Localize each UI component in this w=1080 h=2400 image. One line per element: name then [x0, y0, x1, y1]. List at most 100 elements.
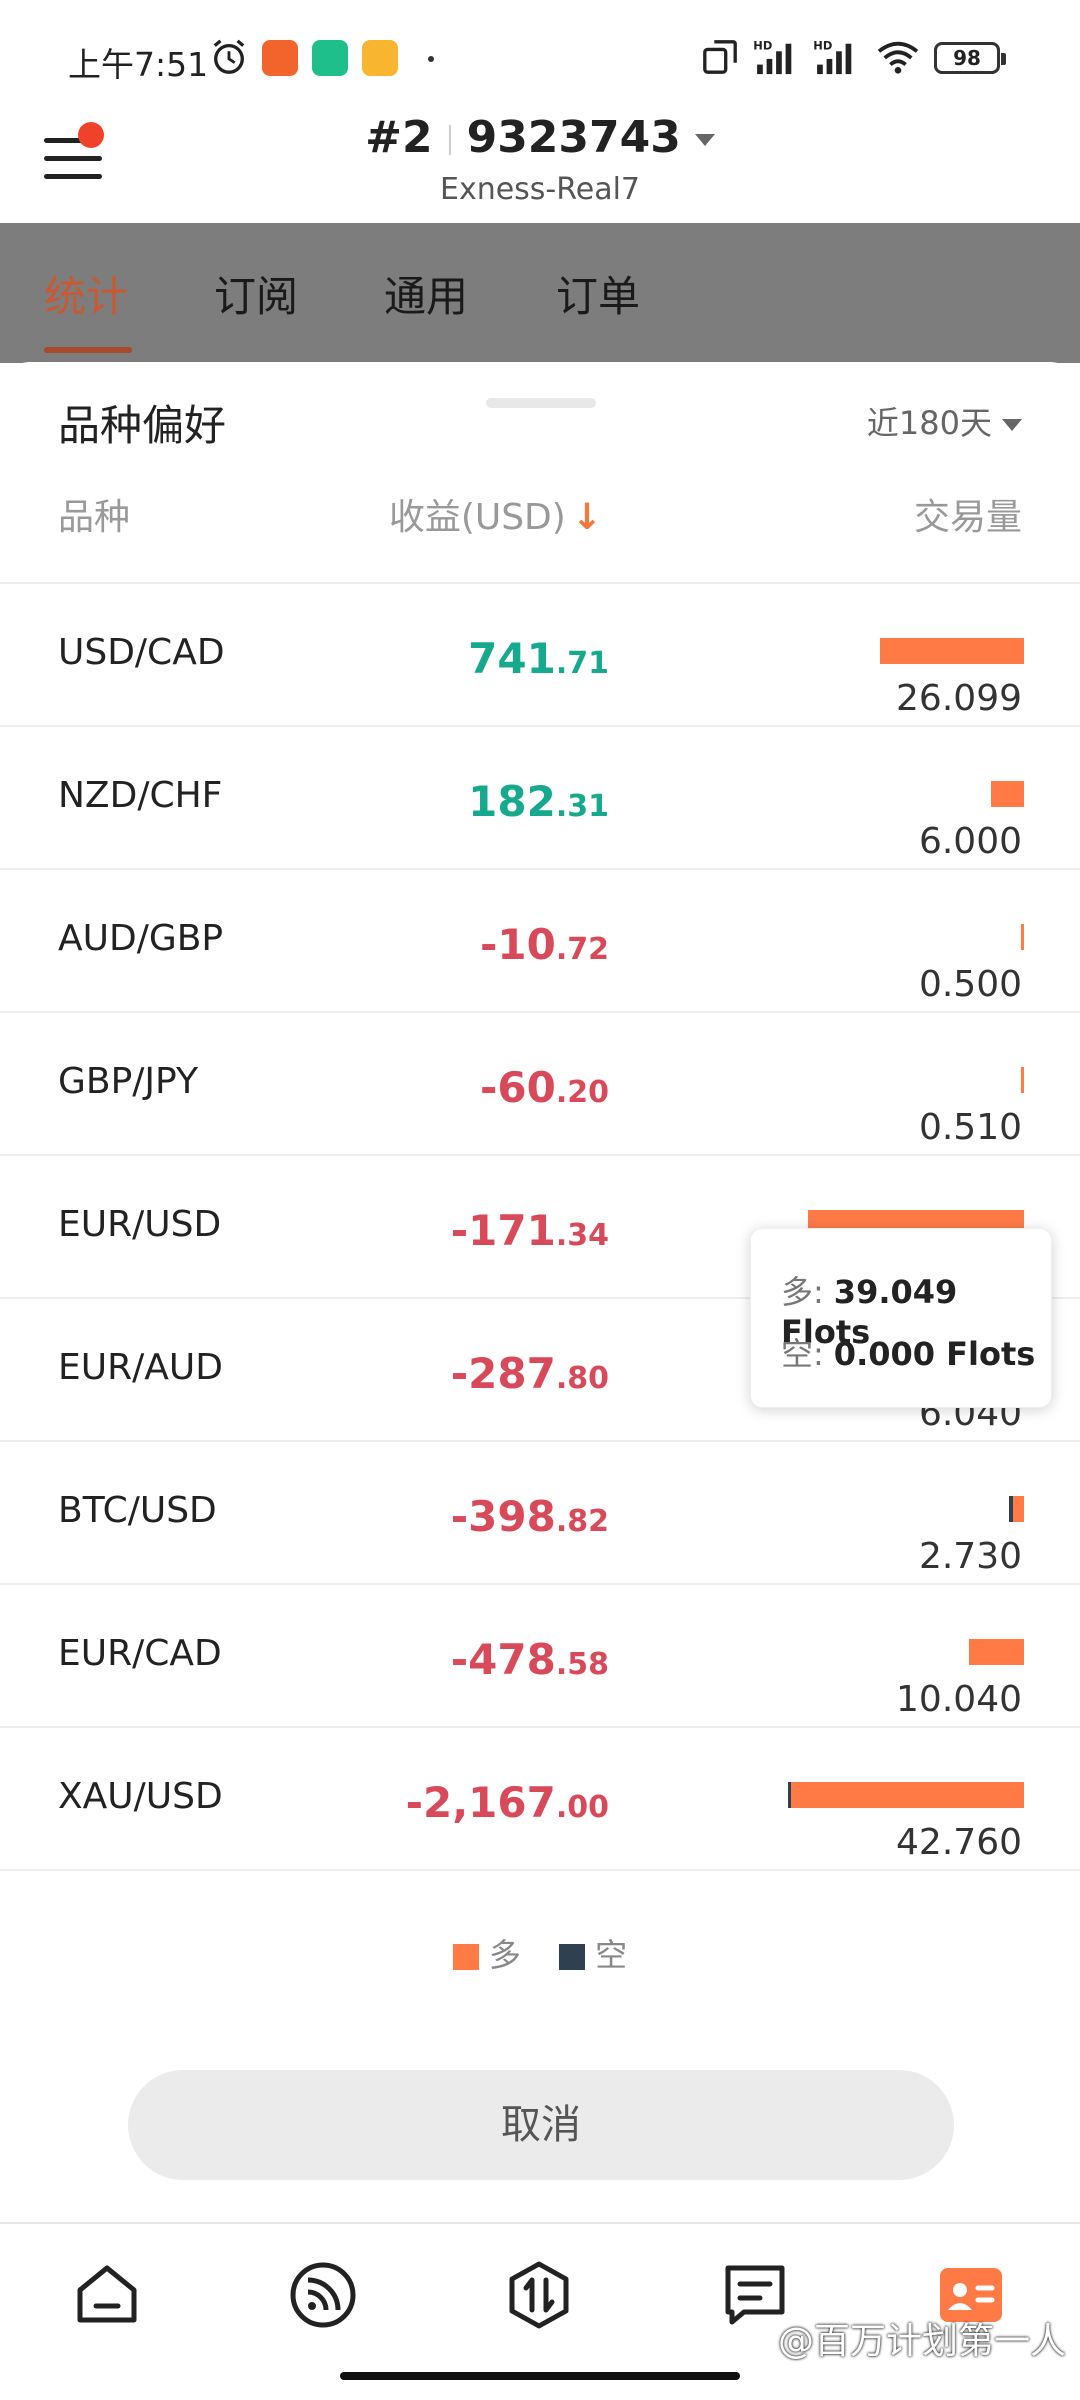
wifi-icon: [877, 41, 919, 74]
symbol-preference-sheet: 品种偏好 近180天 品种 收益(USD) ↓ 交易量 USD/CAD 741.71…: [0, 362, 1080, 2222]
cancel-button[interactable]: 取消: [128, 2070, 954, 2180]
row-profit: -478.58: [451, 1635, 609, 1684]
svg-text:HD: HD: [753, 38, 772, 52]
tab-bar: 统计 订阅 通用 订单: [0, 223, 1080, 363]
period-selector[interactable]: 近180天: [867, 398, 1022, 444]
volume-bar-long: [968, 1639, 1024, 1665]
sheet-title: 品种偏好: [58, 401, 227, 450]
table-row[interactable]: XAU/USD -2,167.00 42.760: [0, 1728, 1080, 1871]
battery-icon: 98: [934, 42, 1006, 74]
row-profit: 741.71: [468, 634, 609, 683]
bottom-navigation: @百万计划第一人: [0, 2222, 1080, 2400]
tooltip-short-label: 空:: [781, 1335, 824, 1373]
table-row[interactable]: AUD/GBP -10.72 0.500: [0, 870, 1080, 1013]
signal-hd-1-icon: HD: [753, 38, 792, 75]
tab-statistics[interactable]: 统计: [44, 272, 129, 321]
home-indicator[interactable]: [340, 2372, 740, 2380]
row-profit-decimal: .00: [555, 1790, 609, 1825]
row-profit-decimal: .80: [555, 1361, 609, 1396]
menu-notification-badge: [78, 122, 104, 148]
table-row[interactable]: EUR/CAD -478.58 10.040: [0, 1585, 1080, 1728]
legend-short-label: 空: [595, 1936, 628, 1974]
row-profit-decimal: .72: [555, 932, 609, 967]
row-volume: 26.099: [896, 678, 1022, 719]
row-symbol: AUD/GBP: [58, 918, 224, 959]
home-icon[interactable]: [72, 2260, 142, 2330]
row-symbol: BTC/USD: [58, 1490, 217, 1531]
volume-bar[interactable]: [990, 781, 1024, 807]
volume-bar-short: [1008, 1496, 1013, 1522]
row-profit-decimal: .82: [555, 1504, 609, 1539]
row-profit: 182.31: [468, 777, 609, 826]
column-header-volume: 交易量: [913, 497, 1022, 538]
sheet-handle[interactable]: [486, 398, 596, 408]
trade-icon[interactable]: [504, 2260, 574, 2330]
row-profit: -10.72: [480, 920, 609, 969]
period-label: 近180天: [866, 404, 992, 442]
row-profit: -60.20: [480, 1063, 609, 1112]
row-profit-integer: -60: [479, 1063, 556, 1112]
sort-desc-icon: ↓: [571, 497, 602, 538]
notification-dot: [428, 56, 434, 62]
app-header: #2 9323743 Exness-Real7: [0, 100, 1080, 223]
table-row[interactable]: USD/CAD 741.71 26.099: [0, 584, 1080, 727]
row-profit: -398.82: [451, 1492, 609, 1541]
row-profit-decimal: .31: [555, 789, 609, 824]
watermark: @百万计划第一人: [777, 2321, 1066, 2362]
volume-bar[interactable]: [879, 638, 1024, 664]
volume-bar-long: [1021, 924, 1024, 950]
row-volume: 0.500: [918, 964, 1022, 1005]
signal-hd-2-icon: HD: [813, 38, 852, 75]
profile-icon[interactable]: [936, 2260, 1006, 2330]
row-volume: 0.510: [918, 1107, 1022, 1148]
row-volume: 6.000: [918, 821, 1022, 862]
tab-orders[interactable]: 订单: [556, 272, 641, 321]
tab-general[interactable]: 通用: [384, 272, 469, 321]
volume-bar[interactable]: [1021, 924, 1024, 950]
volume-bar-long: [791, 1782, 1024, 1808]
table-row[interactable]: NZD/CHF 182.31 6.000: [0, 727, 1080, 870]
app-icon-orange: [262, 40, 298, 76]
column-header-profit[interactable]: 收益(USD) ↓: [389, 488, 602, 540]
row-profit: -287.80: [451, 1349, 609, 1398]
row-profit-integer: -287: [450, 1349, 556, 1398]
alarm-icon: [213, 39, 245, 74]
legend-short: 空: [559, 1930, 627, 1976]
menu-icon[interactable]: [44, 130, 102, 186]
volume-bar[interactable]: [1021, 1067, 1024, 1093]
row-profit-integer: -398: [450, 1492, 556, 1541]
tab-subscribe[interactable]: 订阅: [214, 272, 299, 321]
status-time: 上午7:51: [68, 45, 209, 84]
volume-bar[interactable]: [1008, 1496, 1024, 1522]
volume-bar-long: [1021, 1067, 1024, 1093]
row-volume: 10.040: [896, 1679, 1022, 1720]
table-row[interactable]: BTC/USD -398.82 2.730: [0, 1442, 1080, 1585]
legend-long: 多: [452, 1930, 521, 1976]
screen-cast-icon: [703, 40, 737, 74]
caret-down-icon: [1002, 419, 1022, 431]
volume-bar-short: [788, 1782, 792, 1808]
volume-bar[interactable]: [788, 1782, 1024, 1808]
tab-active-indicator: [44, 347, 132, 353]
messages-icon[interactable]: [720, 2260, 790, 2330]
tooltip-long-label: 多:: [781, 1273, 824, 1311]
row-symbol: NZD/CHF: [58, 775, 223, 816]
volume-tooltip: 多: 39.049 Flots 空: 0.000 Flots: [750, 1228, 1052, 1408]
table-row[interactable]: GBP/JPY -60.20 0.510: [0, 1013, 1080, 1156]
volume-bar-long: [879, 638, 1024, 664]
account-selector[interactable]: #2 9323743: [0, 112, 1080, 163]
row-symbol: EUR/AUD: [58, 1347, 223, 1388]
server-name: Exness-Real7: [439, 172, 641, 207]
volume-bar[interactable]: [968, 1639, 1024, 1665]
symbol-list: USD/CAD 741.71 26.099 NZD/CHF 182.31 6.000 AUD…: [0, 584, 1080, 1871]
chart-legend: 多 空: [0, 1930, 1080, 1976]
row-profit: -171.34: [451, 1206, 609, 1255]
feed-icon[interactable]: [288, 2260, 358, 2330]
column-header-profit-label: 收益(USD): [388, 497, 566, 538]
caret-down-icon: [694, 134, 715, 146]
row-profit-integer: 182: [468, 777, 556, 826]
row-symbol: EUR/CAD: [58, 1633, 222, 1674]
account-number: 9323743: [466, 112, 681, 163]
app-icon-green: [312, 40, 348, 76]
volume-bar-long: [990, 781, 1024, 807]
